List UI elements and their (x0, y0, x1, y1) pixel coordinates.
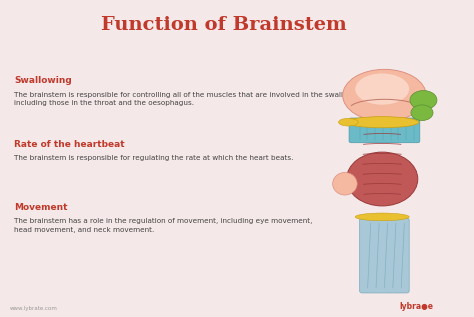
Text: lybra●e: lybra●e (400, 301, 434, 311)
FancyBboxPatch shape (360, 218, 409, 293)
Text: The brainstem has a role in the regulation of movement, including eye movement,
: The brainstem has a role in the regulati… (14, 218, 312, 233)
Ellipse shape (333, 172, 357, 195)
Ellipse shape (346, 152, 418, 206)
FancyBboxPatch shape (349, 118, 420, 143)
Ellipse shape (355, 213, 409, 221)
Text: The brainstem is responsible for regulating the rate at which the heart beats.: The brainstem is responsible for regulat… (14, 155, 293, 161)
Text: The brainstem is responsible for controlling all of the muscles that are involve: The brainstem is responsible for control… (14, 92, 397, 107)
Text: Function of Brainstem: Function of Brainstem (101, 16, 346, 35)
Text: Rate of the heartbeat: Rate of the heartbeat (14, 139, 125, 149)
Ellipse shape (355, 74, 409, 105)
Ellipse shape (346, 117, 419, 128)
Text: www.lybrate.com: www.lybrate.com (9, 306, 57, 311)
Ellipse shape (411, 105, 433, 120)
Text: Movement: Movement (14, 203, 68, 212)
Text: Swallowing: Swallowing (14, 76, 72, 86)
Ellipse shape (410, 91, 437, 110)
Ellipse shape (338, 118, 358, 126)
Ellipse shape (343, 69, 426, 121)
